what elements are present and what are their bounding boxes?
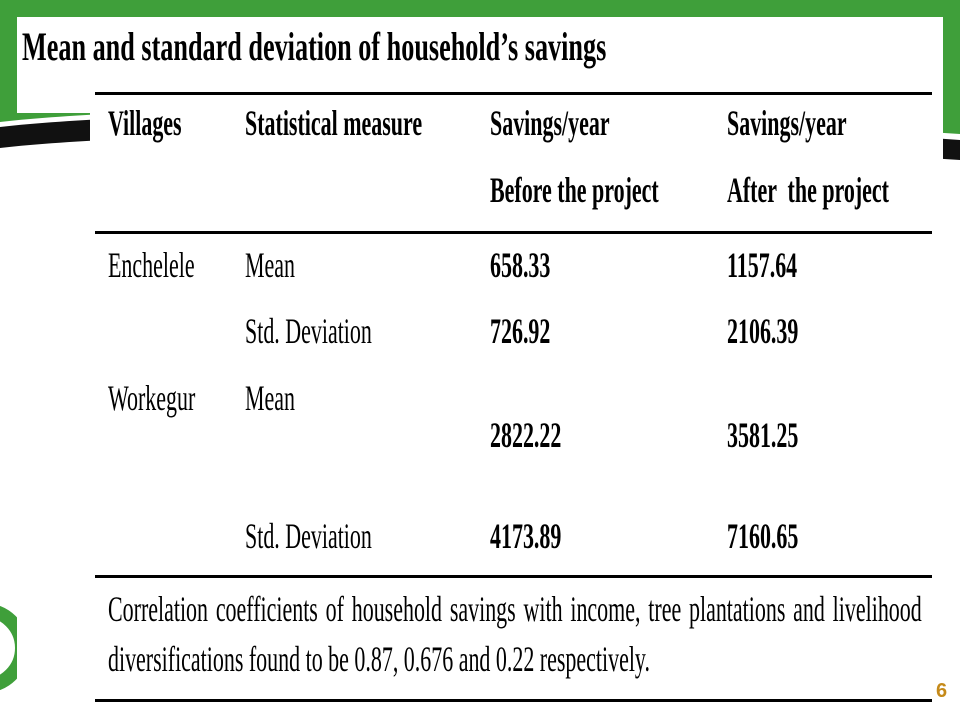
table-panel bbox=[90, 93, 943, 720]
note-bottom-rule bbox=[95, 699, 932, 702]
table-row-after-value: 1157.64 bbox=[727, 245, 798, 285]
table-row-village: Workegur bbox=[108, 378, 196, 418]
table-note-line: Correlation coefficients of household sa… bbox=[108, 589, 922, 629]
header-statistical-measure: Statistical measure bbox=[245, 103, 423, 143]
header-savings-before: Savings/year bbox=[490, 103, 610, 143]
table-row-after-value: 3581.25 bbox=[727, 415, 799, 455]
table-row-measure: Mean bbox=[245, 378, 296, 418]
slide-title: Mean and standard deviation of household… bbox=[22, 24, 607, 69]
table-row-before-value: 2822.22 bbox=[490, 415, 562, 455]
table-row-after-value: 2106.39 bbox=[727, 311, 799, 351]
table-row-before-value: 726.92 bbox=[490, 311, 551, 351]
table-row-measure: Mean bbox=[245, 245, 296, 285]
header-before-subtitle: Before the project bbox=[490, 170, 659, 210]
header-savings-after: Savings/year bbox=[727, 103, 847, 143]
header-after-subtitle: After the project bbox=[727, 170, 889, 210]
page-number: 6 bbox=[936, 680, 948, 702]
table-row-after-value: 7160.65 bbox=[727, 516, 799, 556]
table-row-before-value: 4173.89 bbox=[490, 516, 562, 556]
table-note-line: diversifications found to be 0.87, 0.676… bbox=[108, 639, 650, 679]
table-row-measure: Std. Deviation bbox=[245, 516, 372, 556]
table-bottom-rule bbox=[95, 575, 932, 578]
header-villages: Villages bbox=[108, 103, 182, 143]
bottom-left-panel bbox=[17, 560, 92, 720]
table-top-rule bbox=[95, 92, 932, 95]
header-bottom-rule bbox=[95, 231, 932, 234]
table-row-measure: Std. Deviation bbox=[245, 311, 372, 351]
table-row-before-value: 658.33 bbox=[490, 245, 551, 285]
table-row-village: Enchelele bbox=[108, 245, 195, 285]
